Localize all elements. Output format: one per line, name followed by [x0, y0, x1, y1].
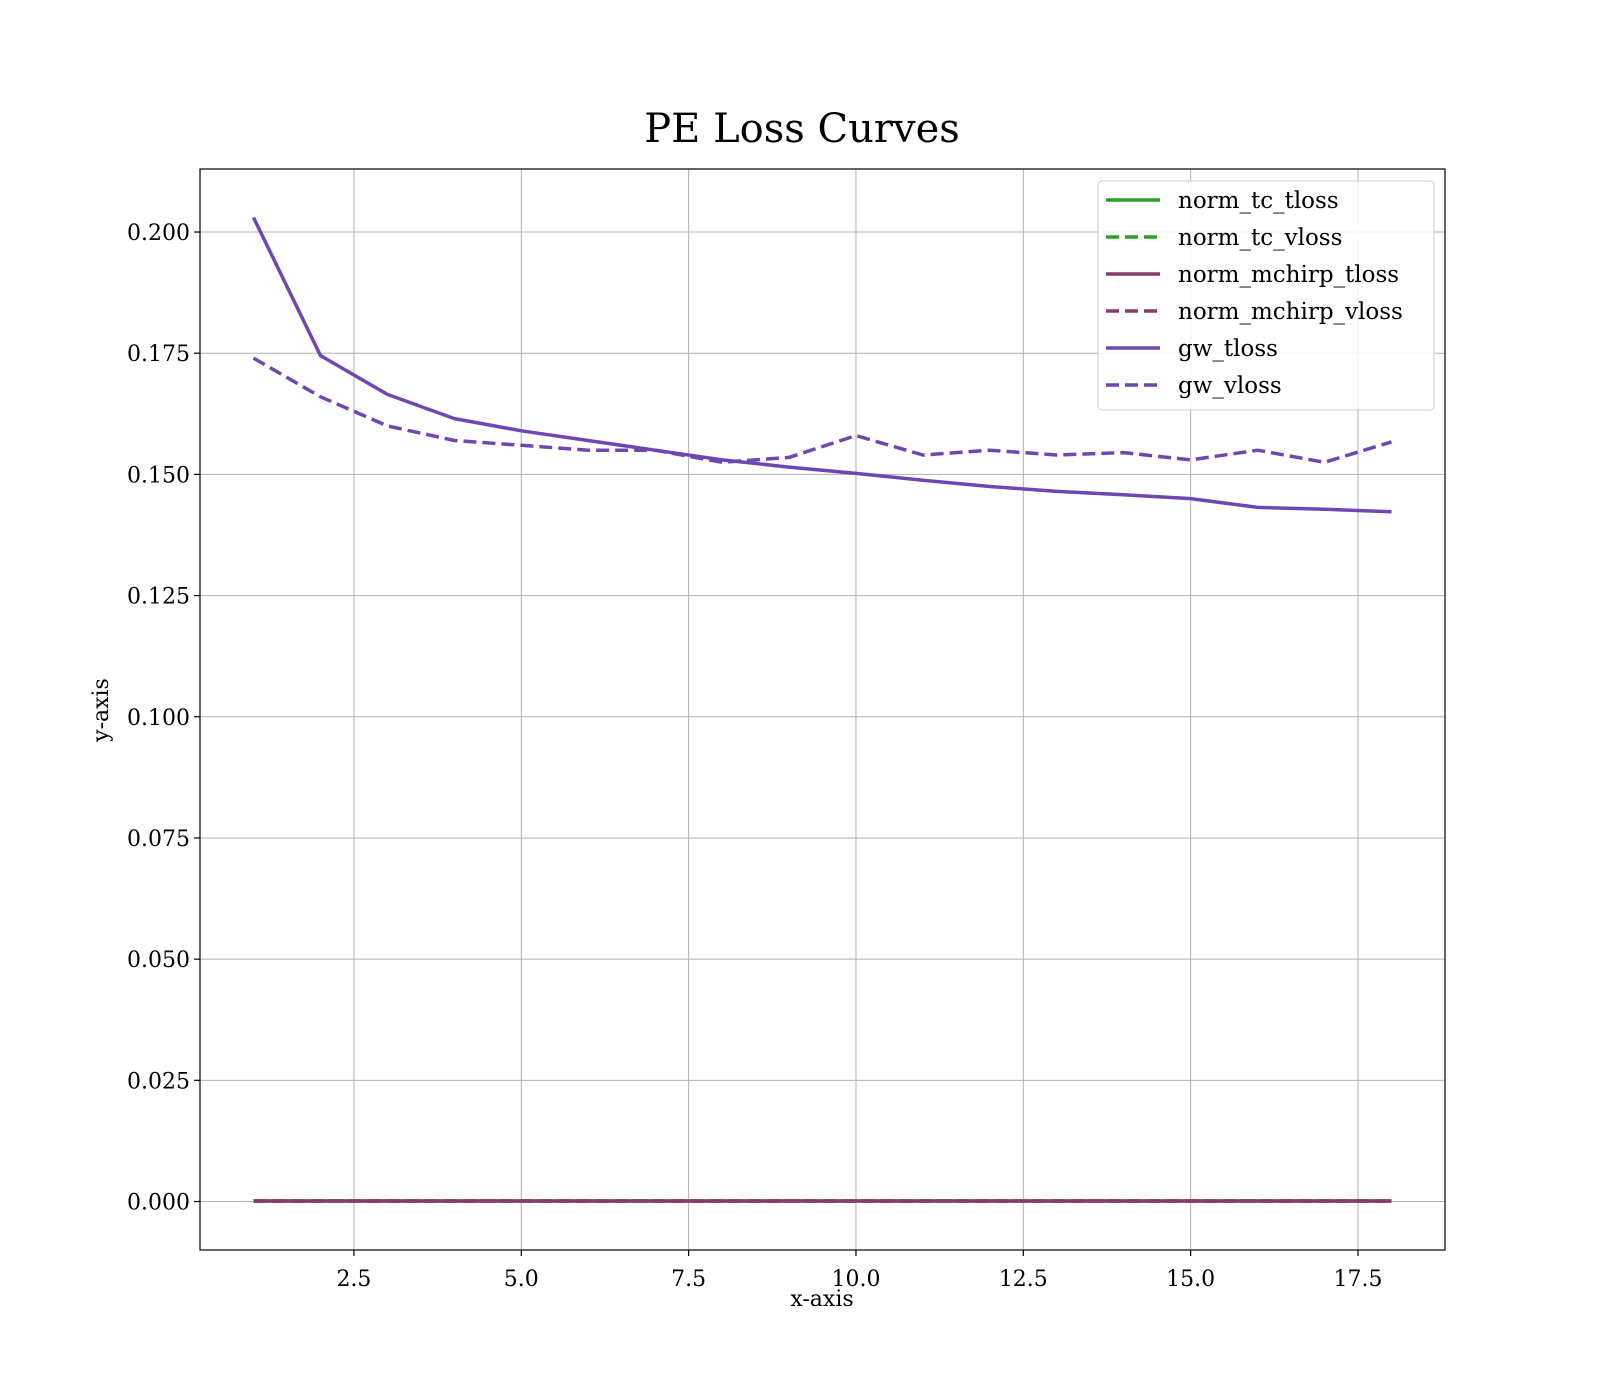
y-tick-label: 0.150: [127, 463, 190, 488]
y-axis-label: y-axis: [89, 678, 114, 743]
series-line-gw-tloss: [251, 216, 1392, 514]
x-tick-label: 12.5: [999, 1267, 1048, 1292]
y-tick-label: 0.100: [127, 706, 190, 731]
plot-frame: [199, 168, 1446, 1251]
y-tick-label: 0.125: [127, 585, 190, 610]
legend-label: norm_mchirp_vloss: [1178, 299, 1403, 325]
chart-title: PE Loss Curves: [644, 106, 960, 152]
x-tick-label: 7.5: [671, 1267, 706, 1292]
x-tick-label: 5.0: [504, 1267, 539, 1292]
x-axis-label: x-axis: [790, 1287, 853, 1312]
y-tick-label: 0.000: [127, 1191, 190, 1216]
y-tick-label: 0.200: [127, 221, 190, 246]
legend-label: norm_tc_tloss: [1178, 188, 1339, 214]
legend-label: norm_mchirp_tloss: [1178, 262, 1399, 288]
series-line-gw-vloss: [252, 356, 1393, 465]
x-tick-label: 10.0: [831, 1267, 880, 1292]
series-layer: [251, 216, 1393, 1203]
x-tick-label: 17.5: [1333, 1267, 1382, 1292]
legend-entries: norm_tc_tloss norm_tc_vloss norm_mchirp_tl…: [1106, 188, 1403, 399]
x-tick-label: 15.0: [1166, 1267, 1215, 1292]
tick-layer: 2.5 5.0 7.5 10.0 12.5 15.0 17.5 0.000 0.025 0.050…: [127, 221, 1382, 1292]
legend-label: gw_tloss: [1178, 336, 1278, 362]
legend-box: [1097, 180, 1435, 411]
y-tick-label: 0.075: [127, 827, 190, 852]
legend-label: norm_tc_vloss: [1178, 225, 1342, 251]
x-tick-label: 2.5: [336, 1267, 371, 1292]
y-tick-label: 0.050: [127, 948, 190, 973]
y-tick-label: 0.025: [127, 1069, 190, 1094]
y-tick-label: 0.175: [127, 342, 190, 367]
legend: norm_tc_tloss norm_tc_vloss norm_mchirp_tl…: [1097, 180, 1435, 411]
legend-label: gw_vloss: [1178, 373, 1282, 399]
